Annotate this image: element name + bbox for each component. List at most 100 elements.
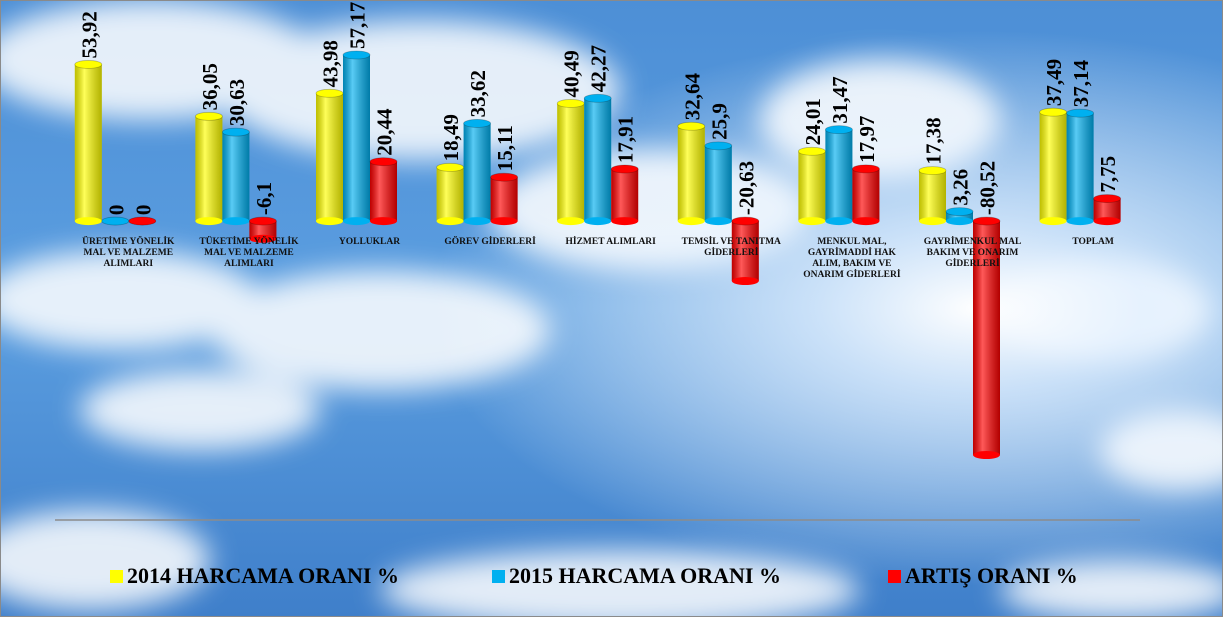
data-label: 57,17 xyxy=(346,2,370,49)
bar-cap xyxy=(194,111,223,121)
bar-base xyxy=(946,217,973,226)
bar-shade xyxy=(677,126,705,222)
bar-cap xyxy=(1093,194,1121,203)
data-label: 7,75 xyxy=(1096,156,1120,193)
x-tick-label: TEMSİL VE TANITMA GİDERLERİ xyxy=(681,237,781,259)
bar-cap xyxy=(369,157,398,167)
bar-cap xyxy=(583,93,612,103)
data-label: 25,9 xyxy=(707,103,731,140)
data-label: 43,98 xyxy=(319,40,343,87)
bar-shade xyxy=(1066,113,1094,222)
bar-cap xyxy=(342,50,371,60)
x-tick-label: TOPLAM xyxy=(1072,237,1114,248)
bar-base xyxy=(74,217,102,226)
bar-base xyxy=(557,217,585,226)
x-tick-label: MENKUL MAL, GAYRİMADDİ HAK ALIM, BAKIM V… xyxy=(803,237,901,281)
legend-label: 2014 HARCAMA ORANI % xyxy=(127,563,399,588)
bar-shade xyxy=(370,161,397,222)
x-tick-label: HİZMET ALIMLARI xyxy=(565,237,656,248)
bar-base xyxy=(704,217,732,226)
bar-cap xyxy=(221,127,250,137)
bar-cap xyxy=(490,172,519,182)
legend-label: 2015 HARCAMA ORANI % xyxy=(509,563,781,588)
data-label: 18,49 xyxy=(439,114,463,161)
bar-shade xyxy=(436,167,464,222)
bar-shade xyxy=(798,151,826,222)
data-label: 15,11 xyxy=(493,125,517,171)
bar-cap xyxy=(798,146,826,156)
bar-base xyxy=(316,217,343,226)
bar-cap xyxy=(101,216,130,226)
data-label: 33,62 xyxy=(466,70,490,117)
legend-label: ARTIŞ ORANI % xyxy=(905,563,1078,588)
x-tick-label: YOLLUKLAR xyxy=(338,237,401,248)
bar-base xyxy=(370,217,397,226)
bar-base xyxy=(973,451,1000,459)
data-label: 53,92 xyxy=(77,11,101,58)
data-label: -6,1 xyxy=(252,182,276,215)
bar-base xyxy=(852,217,880,226)
bar-shade xyxy=(490,177,518,222)
bar-shade xyxy=(222,132,250,222)
bar-base xyxy=(825,217,853,226)
data-label: 0 xyxy=(131,205,155,216)
x-tick-label: TÜKETİME YÖNELİK MAL VE MALZEME ALIMLARI xyxy=(199,237,299,270)
bar-base xyxy=(798,217,826,226)
data-label: 31,47 xyxy=(828,76,852,123)
data-label: 17,38 xyxy=(922,117,946,164)
data-label: 30,63 xyxy=(225,79,249,126)
bar-cap xyxy=(436,162,465,172)
bar-cap xyxy=(704,141,733,151)
bar-cap xyxy=(74,60,103,69)
bar-cap xyxy=(248,216,277,226)
bar-base xyxy=(463,217,491,226)
data-label: 24,01 xyxy=(801,98,825,145)
legend-swatch xyxy=(110,570,123,583)
bar-base xyxy=(1039,217,1067,226)
bar-base xyxy=(222,217,250,226)
bar-base xyxy=(249,234,277,243)
data-label: 36,05 xyxy=(198,63,222,110)
data-label: 20,44 xyxy=(373,108,397,156)
bar-base xyxy=(195,217,223,226)
bar-shade xyxy=(195,116,223,222)
x-tick-label: ÜRETİME YÖNELİK MAL VE MALZEME ALIMLARI xyxy=(82,237,175,270)
bar-shade xyxy=(946,211,973,222)
bar-shade xyxy=(611,169,639,222)
bar-shade xyxy=(343,55,370,222)
bar-base xyxy=(611,217,639,226)
bar-shade xyxy=(1093,198,1121,222)
data-label: 32,64 xyxy=(680,73,704,121)
bar-shade xyxy=(825,129,853,222)
bar-shade xyxy=(919,170,946,222)
legend-swatch xyxy=(492,570,505,583)
bar-base xyxy=(436,217,464,226)
bar-cap xyxy=(1066,108,1094,118)
data-label: 40,49 xyxy=(560,50,584,97)
data-label: 37,49 xyxy=(1042,59,1066,106)
bar-shade xyxy=(584,98,612,222)
bar-cap xyxy=(852,164,880,174)
bar-base xyxy=(731,277,759,286)
bar-base xyxy=(1093,217,1121,226)
bar-shade xyxy=(74,64,102,222)
bar-cap xyxy=(556,99,585,108)
bar-base xyxy=(343,217,370,226)
bar-cap xyxy=(825,125,853,135)
data-label: -20,63 xyxy=(734,161,758,215)
bar-base xyxy=(490,217,518,226)
data-label: 37,14 xyxy=(1069,59,1093,107)
bar-shade xyxy=(852,168,880,222)
data-label: 0 xyxy=(104,205,128,216)
bar-base xyxy=(677,217,705,226)
bar-cap xyxy=(315,88,344,98)
data-label: -80,52 xyxy=(976,161,1000,215)
bar-shade xyxy=(731,221,759,282)
x-tick-label: GÖREV GİDERLERİ xyxy=(444,237,536,248)
data-label: 3,26 xyxy=(949,169,973,206)
x-tick-label: GAYRİMENKUL MAL BAKIM VE ONARIM GİDERLER… xyxy=(923,237,1022,270)
legend-swatch xyxy=(888,570,901,583)
bar-shade xyxy=(973,221,1000,455)
data-label: 17,91 xyxy=(614,116,638,163)
